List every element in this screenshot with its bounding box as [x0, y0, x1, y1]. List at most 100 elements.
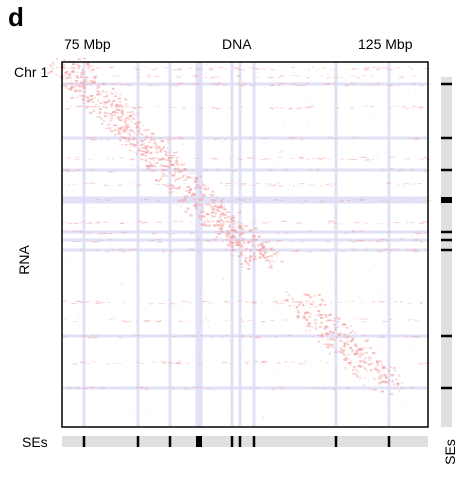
contact-diagonal	[121, 108, 125, 110]
contact-diagonal	[236, 243, 240, 246]
contact-noise	[65, 169, 67, 171]
contact-streak	[382, 84, 385, 86]
contact-noise	[329, 252, 331, 254]
contact-diagonal	[211, 215, 214, 218]
contact-streak	[166, 169, 173, 171]
contact-streak	[100, 83, 104, 85]
contact-streak	[127, 84, 132, 86]
contact-diagonal	[216, 209, 220, 212]
contact-noise	[316, 364, 318, 366]
contact-diagonal	[211, 220, 214, 222]
contact-noise	[258, 424, 260, 426]
contact-noise	[388, 137, 390, 139]
contact-noise	[313, 90, 315, 92]
contact-noise	[242, 206, 244, 208]
contact-diagonal	[253, 227, 258, 230]
contact-noise	[67, 260, 69, 262]
contact-streak	[248, 137, 254, 139]
contact-noise	[259, 115, 261, 117]
contact-diagonal	[113, 114, 116, 117]
contact-noise	[113, 174, 115, 176]
contact-streak	[317, 68, 320, 70]
contact-noise	[298, 347, 300, 349]
contact-noise	[413, 81, 415, 83]
contact-diagonal	[110, 114, 113, 117]
contact-diagonal	[113, 124, 118, 127]
contact-streak	[268, 221, 271, 223]
contact-diagonal	[359, 366, 362, 368]
contact-streak	[102, 106, 104, 108]
contact-diagonal	[135, 152, 138, 155]
contact-noise	[165, 256, 167, 258]
contact-noise	[71, 330, 73, 332]
contact-diagonal	[74, 89, 79, 92]
contact-noise	[400, 317, 402, 319]
contact-noise	[362, 149, 364, 151]
contact-streak	[348, 240, 351, 242]
contact-streak	[136, 321, 138, 323]
contact-streak	[237, 69, 242, 71]
contact-noise	[174, 399, 176, 401]
contact-diagonal	[148, 161, 151, 164]
contact-noise	[233, 130, 235, 132]
contact-streak	[376, 66, 380, 68]
contact-diagonal	[124, 117, 127, 120]
contact-noise	[113, 172, 115, 174]
contact-diagonal	[374, 369, 379, 371]
contact-noise	[294, 119, 296, 121]
contact-streak	[268, 158, 272, 160]
contact-diagonal	[63, 75, 66, 77]
contact-streak	[201, 303, 203, 305]
contact-streak	[295, 108, 301, 110]
contact-noise	[73, 190, 75, 192]
contact-diagonal	[189, 214, 193, 217]
contact-diagonal	[197, 198, 201, 201]
contact-diagonal	[120, 127, 123, 130]
contact-noise	[331, 321, 333, 323]
contact-streak	[261, 321, 266, 323]
contact-noise	[191, 137, 193, 139]
contact-diagonal	[144, 147, 148, 150]
contact-noise	[225, 186, 227, 188]
contact-streak	[111, 83, 117, 85]
contact-noise	[330, 308, 332, 310]
contact-noise	[391, 74, 393, 76]
contact-diagonal	[215, 208, 219, 211]
contact-noise	[394, 165, 396, 167]
contact-diagonal	[236, 242, 240, 244]
contact-noise	[273, 402, 275, 404]
contact-streak	[222, 361, 227, 363]
contact-diagonal	[107, 123, 111, 126]
contact-noise	[95, 268, 97, 270]
contact-streak	[140, 222, 144, 224]
contact-diagonal	[102, 83, 107, 85]
contact-diagonal	[264, 253, 267, 255]
contact-streak	[182, 335, 184, 337]
contact-noise	[139, 368, 141, 370]
contact-diagonal	[121, 110, 124, 113]
contact-streak	[164, 300, 166, 302]
contact-noise	[274, 166, 276, 168]
contact-streak	[190, 221, 192, 223]
contact-streak	[337, 321, 340, 323]
contact-streak	[380, 200, 383, 202]
contact-diagonal	[254, 258, 258, 260]
contact-noise	[288, 335, 290, 337]
contact-noise	[309, 418, 311, 420]
contact-streak	[244, 231, 247, 233]
contact-diagonal	[216, 205, 218, 208]
contact-diagonal	[225, 235, 229, 237]
contact-streak	[214, 84, 220, 86]
contact-streak	[305, 106, 307, 108]
contact-diagonal	[156, 158, 158, 160]
contact-noise	[392, 129, 394, 131]
contact-streak	[157, 241, 163, 243]
contact-streak	[385, 239, 388, 241]
contact-noise	[306, 337, 308, 339]
contact-noise	[308, 367, 310, 369]
contact-streak	[276, 362, 281, 364]
contact-streak	[165, 183, 172, 185]
contact-diagonal	[140, 159, 144, 161]
contact-diagonal	[225, 233, 229, 235]
contact-diagonal	[213, 215, 216, 218]
